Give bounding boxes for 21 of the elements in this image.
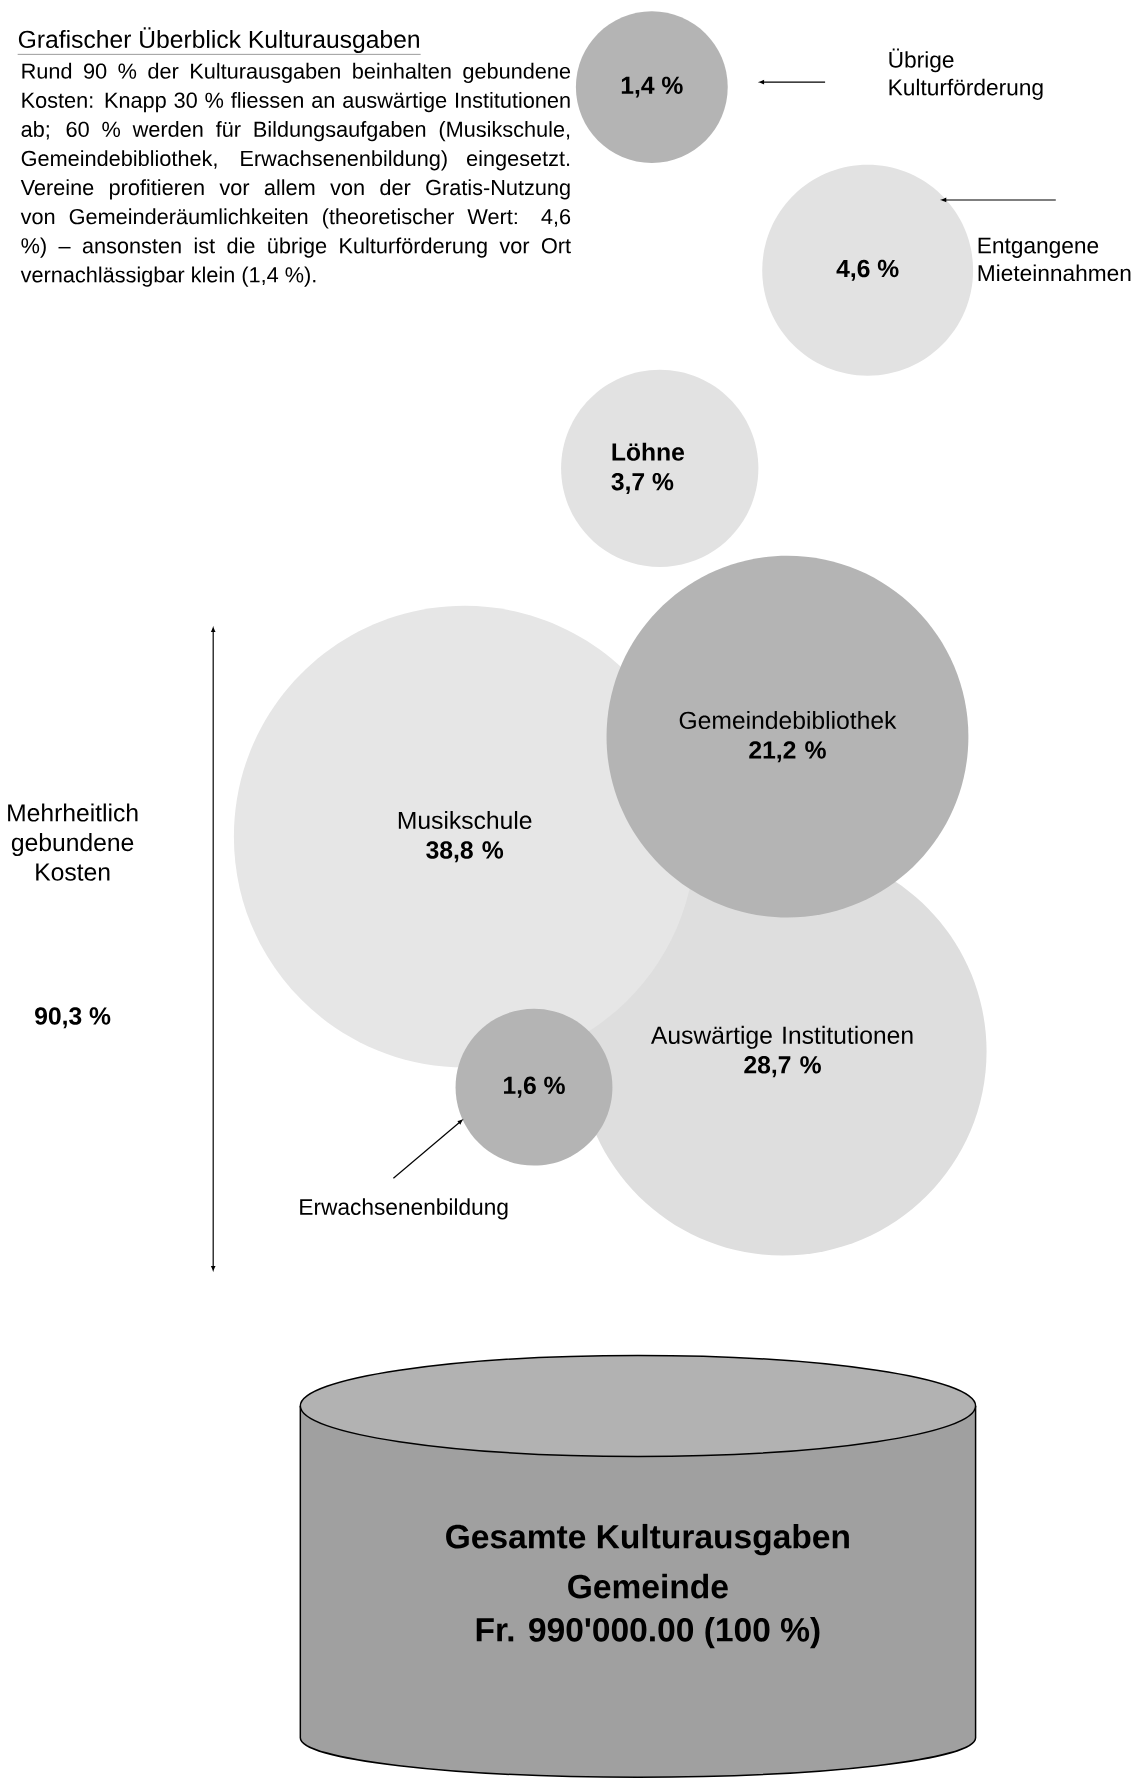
text: Gemeinde — [568, 1573, 728, 1599]
data-label: 21,2 % — [749, 741, 826, 763]
category-label: Löhne — [612, 442, 685, 461]
text: Rund 90 % der Kulturausgaben beinhalten gebundene Kosten: Knapp 30 % fliessen an auswärtige Institutionen ab; 60 % werden für Bildungsaufgaben (Musikschule, Gemeindebibliothek, Erwachsenenbildung) eingesetzt. Vereine profitieren vor allem von der Gratis-Nutzung von Gemeinderäumlichkeiten (theoretischer Wert: 4,6 %) – ansonsten ist die übrige Kulturförderung vor Ort vernachlässigbar klein (1,4 %). — [20, 62, 571, 287]
data-label: 4,6 % — [836, 259, 899, 281]
category-label: Erwachsenenbildung — [300, 1198, 508, 1220]
data-label: 3,7 % — [611, 472, 674, 494]
category-label: Gemeindebibliothek — [679, 710, 897, 730]
text: Grafischer Überblick Kulturausgaben — [18, 27, 419, 53]
category-label: Entgangene Mieteinnahmen — [978, 237, 1131, 282]
category-label: Übrige Kulturförderung — [889, 48, 1043, 100]
text: Gesamte Kulturausgaben — [446, 1523, 849, 1556]
data-label: 1,6 % — [504, 1076, 565, 1098]
category-label: Musikschule — [398, 811, 532, 830]
data-label: 28,7 % — [744, 1056, 821, 1078]
data-label: 38,8 % — [426, 841, 504, 863]
category-label: Auswärtige Institutionen — [650, 1025, 913, 1049]
text: Mehrheitlich gebundene Kosten — [8, 803, 138, 881]
text: 90,3 % — [35, 1007, 111, 1029]
text: Fr. 990'000.00 (100 %) — [476, 1617, 820, 1649]
data-label: 1,4 % — [621, 76, 683, 98]
